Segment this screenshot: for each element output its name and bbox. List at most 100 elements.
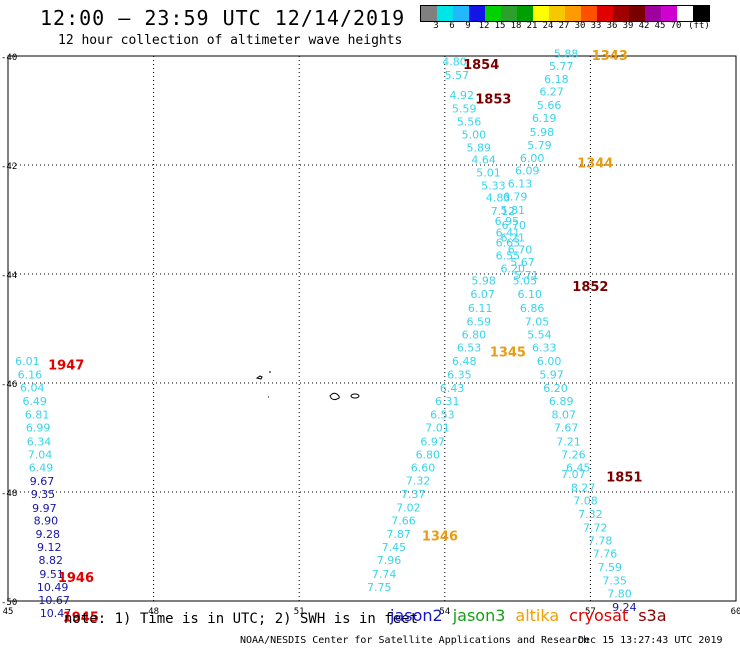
wave-height-value: 6.04 [20,381,45,394]
wave-height-value: 6.95 [495,215,520,228]
wave-height-value: 7.66 [391,514,416,527]
wave-height-value: 6.07 [470,288,495,301]
wave-height-value: 6.31 [435,395,460,408]
page-subtitle: 12 hour collection of altimeter wave hei… [58,33,403,48]
satellite-legend: jason2 jason3 altika cryosat s3a [390,606,677,625]
legend-tick-label: 39 [622,21,634,31]
pass-time-label: 1343 [592,49,628,64]
wave-height-value: 7.80 [607,587,632,600]
legend-swatch [629,6,645,21]
pass-time-label: 1853 [475,93,511,108]
wave-height-value: 6.86 [520,302,545,315]
legend-swatch [517,6,533,21]
pass-time-label: 1852 [572,280,608,295]
wave-height-value: 6.55 [496,249,521,262]
legend-swatch [421,6,437,21]
wave-height-value: 4.80 [442,55,467,68]
wave-height-value: 7.32 [578,508,603,521]
pass-time-label: 1854 [463,58,499,73]
wave-height-value: 7.32 [406,475,431,488]
wave-height-value: 7.76 [593,548,618,561]
lon-tick-label: 45 [3,607,14,617]
wave-height-value: 6.79 [503,191,528,204]
lon-tick-label: 54 [439,607,450,617]
page-title: 12:00 — 23:59 UTC 12/14/2019 [40,6,406,30]
wave-height-value: 6.09 [515,164,540,177]
note-text: note: 1) Time is in UTC; 2) SWH is in fe… [64,611,419,627]
wave-height-value: 6.01 [15,355,40,368]
wave-height-value: 8.27 [571,482,596,495]
legend-swatch [437,6,453,21]
legend-tick-label: 24 [542,21,554,31]
wave-height-value: 7.01 [425,422,450,435]
legend-swatch [501,6,517,21]
wave-height-value: 5.67 [510,256,535,269]
wave-height-value: 6.59 [467,315,492,328]
lon-tick-label: 60 [731,607,740,617]
wave-height-value: 10.49 [37,581,69,594]
axis-labels: 45 48 51 54 57 60 -40 -42 -44 -46 -48 -50 [1,53,740,617]
wave-height-value: 6.35 [447,368,472,381]
wave-height-value: 6.81 [25,409,50,422]
wave-height-value: 7.67 [554,422,579,435]
wave-height-value: 4.92 [450,89,475,102]
wave-height-value: 8.82 [38,554,63,567]
island-shape [255,375,263,380]
wave-height-value: 6.11 [468,302,493,315]
wave-height-value: 7.96 [377,554,402,567]
wave-height-value: 5.89 [467,142,492,155]
lat-tick-label: -44 [1,271,17,281]
wave-height-value: 5.77 [549,60,574,73]
wave-height-value: 6.27 [539,85,564,98]
wave-height-value: 6.63 [496,236,521,249]
islands [255,371,360,401]
wave-height-value: 6.80 [462,328,487,341]
wave-height-value: 5.98 [530,126,555,139]
wave-height-value: 7.07 [561,468,586,481]
wave-height-value: 5.79 [527,139,552,152]
wave-height-value: 6.20 [500,263,525,276]
legend-unit-label: (ft) [688,21,710,31]
legend-swatch [597,6,613,21]
wave-height-value: 8.90 [34,514,59,527]
legend-swatch [485,6,501,21]
wave-height-value: 6.00 [520,152,545,165]
wave-height-value: 5.88 [554,47,579,60]
wave-height-value: 6.21 [500,231,525,244]
wave-height-value: 7.45 [382,541,407,554]
pass-time-label: 1945 [63,610,99,625]
wave-height-value: 7.02 [396,501,421,514]
wave-height-value: 10.47 [40,607,72,620]
pass-time-label: 1345 [490,345,526,360]
legend-tick-label: 30 [574,21,586,31]
legend-swatch [645,6,661,21]
wave-height-value: 6.41 [496,227,521,240]
wave-height-value: 7.21 [556,435,581,448]
legend-swatch [453,6,469,21]
legend-tick-label: 18 [510,21,522,31]
wave-height-value: 9.97 [32,502,57,515]
wave-height-value: 10.67 [38,594,70,607]
legend-tick-label: 42 [638,21,650,31]
satellite-label: jason2 [390,606,443,625]
legend-swatch [581,6,597,21]
wave-height-value: 7.78 [588,535,613,548]
wave-height-value: 5.59 [452,102,477,115]
wave-height-value: 5.57 [445,69,470,82]
wave-height-value: 7.74 [372,568,397,581]
satellite-label: cryosat [569,606,629,625]
satellite-label: jason3 [452,606,506,625]
legend-tick-label: 21 [526,21,538,31]
wave-height-value: 9.35 [31,488,56,501]
legend-swatch [469,6,485,21]
wave-height-value: 5.97 [539,368,564,381]
wave-height-value: 6.70 [501,219,526,232]
legend-swatch [677,6,693,21]
wave-height-value: 5.81 [500,204,525,217]
wave-height-value: 6.10 [517,288,542,301]
legend-tick-label: 45 [654,21,666,31]
credit-text: NOAA/NESDIS Center for Satellite Applica… [240,635,590,646]
color-scale-legend [420,5,710,22]
wave-height-value: 7.26 [561,448,586,461]
island-shape [329,392,340,401]
